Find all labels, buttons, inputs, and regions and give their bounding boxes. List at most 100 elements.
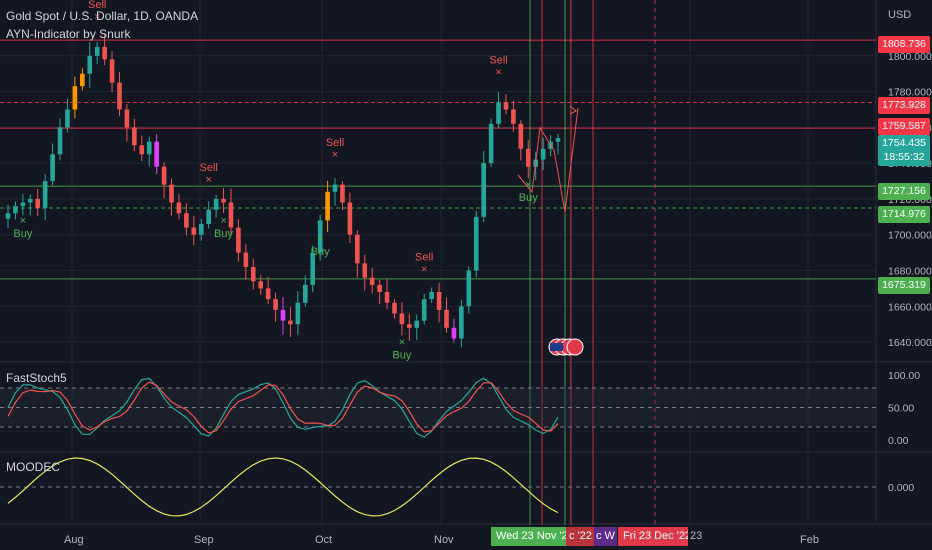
- candle-body-23: [176, 202, 182, 214]
- stoch-tick-1: 50.00: [888, 403, 914, 415]
- candle-body-38: [288, 320, 293, 325]
- candle-body-40: [302, 284, 308, 303]
- candle-body-31: [236, 227, 241, 253]
- candle-body-0: [5, 213, 11, 219]
- candle-body-3: [27, 198, 33, 203]
- candle-body-17: [132, 127, 137, 146]
- candle-body-15: [117, 82, 122, 110]
- time-label-nov23: Wed 23 Nov '22: [491, 527, 579, 546]
- sell-marker-0: ×: [94, 11, 100, 23]
- candle-body-51: [384, 292, 390, 303]
- buy-label-1: Buy: [13, 228, 32, 240]
- sell-label-0: Sell: [88, 0, 106, 11]
- projection-arrow: [569, 105, 577, 115]
- candle-body-4: [35, 198, 41, 208]
- buy-marker-3: ×: [220, 215, 226, 227]
- candle-body-10: [80, 73, 85, 87]
- level-label-1759: 1759.587: [878, 118, 930, 135]
- overlay-drawings: [517, 105, 584, 356]
- candle-body-16: [124, 109, 130, 128]
- candle-body-58: [436, 292, 442, 310]
- candle-body-19: [146, 141, 152, 155]
- candle-body-47: [355, 234, 360, 264]
- candle-body-26: [198, 224, 204, 235]
- candle-body-50: [377, 284, 382, 292]
- candle-body-74: [555, 138, 561, 142]
- price-levels: [0, 39, 876, 280]
- buy-label-9: Buy: [519, 192, 538, 204]
- candle-body-56: [421, 299, 427, 321]
- sell-marker-6: ×: [421, 264, 427, 276]
- candle-body-33: [250, 266, 256, 282]
- candle-body-53: [399, 313, 405, 325]
- candle-body-43: [325, 191, 330, 221]
- vertical-markers: [529, 0, 656, 525]
- candle-body-14: [109, 59, 115, 83]
- mood-line: [7, 457, 559, 517]
- candle-body-66: [496, 102, 501, 124]
- candle-body-29: [221, 198, 226, 203]
- x-label-feb: Feb: [800, 534, 819, 546]
- candle-body-42: [317, 220, 323, 253]
- candle-body-25: [191, 227, 197, 235]
- candle-body-49: [369, 277, 375, 285]
- candle-body-28: [213, 198, 219, 210]
- buy-label-3: Buy: [214, 228, 233, 240]
- stoch-slow-line: [7, 381, 559, 434]
- candle-body-44: [332, 184, 338, 192]
- current-price: 1754.435: [882, 137, 926, 149]
- candle-body-46: [347, 202, 353, 235]
- candle-body-9: [72, 86, 78, 110]
- candle-body-20: [154, 141, 159, 167]
- chart-grid: [0, 0, 932, 525]
- price-tick-6: 1680.000: [888, 266, 932, 278]
- time-label-dec23: Fri 23 Dec '22: [618, 527, 697, 546]
- time-label-partial-1: c '22: [566, 527, 595, 546]
- countdown: 18:55:32: [883, 151, 925, 163]
- candle-body-55: [414, 320, 420, 328]
- candle-body-11: [87, 55, 93, 74]
- candle-body-62: [466, 270, 472, 307]
- candle-body-12: [94, 46, 100, 56]
- candle-body-21: [161, 166, 167, 185]
- candle-body-30: [228, 202, 234, 228]
- sell-marker-2: ×: [205, 174, 211, 186]
- mood-title[interactable]: MOODEC: [6, 460, 60, 474]
- candle-body-24: [184, 213, 189, 228]
- candle-body-61: [459, 306, 464, 339]
- candle-body-18: [139, 145, 145, 155]
- price-tick-7: 1660.000: [888, 301, 932, 313]
- stoch-pane[interactable]: [0, 377, 876, 438]
- candle-body-59: [444, 309, 449, 328]
- level-label-1675: 1675.319: [878, 277, 930, 294]
- candle-body-41: [310, 252, 316, 285]
- candlesticks[interactable]: [5, 33, 561, 348]
- candle-body-37: [280, 309, 286, 321]
- candle-body-64: [481, 163, 486, 217]
- candle-body-45: [340, 184, 345, 203]
- candle-body-22: [169, 184, 174, 203]
- stoch-tick-2: 0.00: [888, 435, 909, 447]
- candle-body-67: [503, 102, 509, 110]
- projection-line: [517, 107, 579, 213]
- candle-body-70: [525, 148, 531, 167]
- stoch-title[interactable]: FastStoch5: [6, 371, 67, 385]
- level-label-1808: 1808.736: [878, 36, 930, 53]
- symbol-title[interactable]: Gold Spot / U.S. Dollar, 1D, OANDA: [6, 9, 199, 23]
- mood-tick-0: 0.000: [888, 482, 914, 494]
- candle-body-34: [258, 281, 264, 289]
- candle-body-69: [518, 123, 524, 149]
- buy-marker-1: ×: [20, 215, 26, 227]
- sell-label-8: Sell: [489, 55, 507, 67]
- indicator-title[interactable]: AYN-Indicator by Snurk: [6, 27, 131, 41]
- sell-label-2: Sell: [200, 162, 218, 174]
- stoch-tick-0: 100.00: [888, 370, 920, 382]
- mood-pane[interactable]: [0, 457, 876, 517]
- candle-body-48: [362, 263, 368, 278]
- price-tick-1: 1780.000: [888, 87, 932, 99]
- candle-body-35: [265, 288, 271, 300]
- buy-label-7: Buy: [392, 350, 411, 362]
- candle-body-36: [273, 299, 278, 310]
